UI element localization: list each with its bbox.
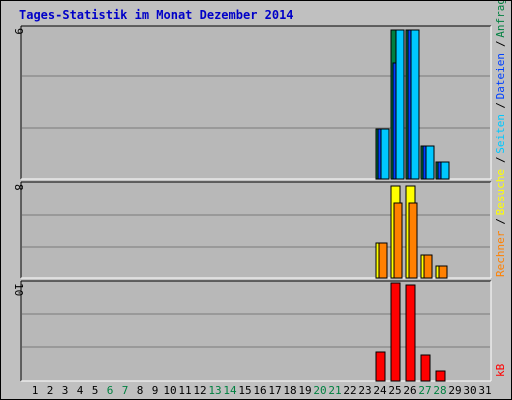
day-label-28: 28 (433, 384, 446, 397)
day-label-23: 23 (358, 384, 371, 397)
kbytes-panel: 10 (12, 280, 492, 382)
bar-seiten-day-27 (425, 145, 435, 180)
requests-panel: 9 (12, 25, 492, 180)
panel-max-label: 10 (12, 283, 25, 296)
day-label-21: 21 (328, 384, 341, 397)
day-label-12: 12 (193, 384, 206, 397)
bar-seiten-day-24 (380, 128, 390, 180)
legend-anfragen: Anfragen (494, 1, 507, 38)
legend-separator: / (494, 102, 507, 109)
bar-rechner-day-27 (423, 254, 433, 279)
legend-seiten: Seiten (494, 114, 507, 154)
day-label-31: 31 (478, 384, 491, 397)
legend-dateien: Dateien (494, 53, 507, 99)
day-label-26: 26 (403, 384, 416, 397)
day-label-11: 11 (178, 384, 191, 397)
bar-seiten-day-26 (410, 29, 420, 180)
day-label-8: 8 (137, 384, 144, 397)
bar-rechner-day-28 (438, 265, 448, 279)
bar-kb-day-24 (375, 351, 386, 382)
x-axis-labels: 1 2 3 4 5 6 7 8 9 10 11 12 13 14 15 16 17 18 19 20 21 22 23 24 2… (32, 384, 492, 397)
legend-separator: / (494, 40, 507, 47)
panel-max-label: 8 (12, 184, 25, 191)
legend-besuche: Besuche (494, 169, 507, 215)
bar-kb-day-26 (405, 284, 416, 382)
bar-rechner-day-26 (408, 202, 418, 279)
day-label-4: 4 (77, 384, 84, 397)
bar-kb-day-28 (435, 370, 446, 382)
day-label-3: 3 (62, 384, 69, 397)
panel-max-label: 9 (12, 28, 25, 35)
visits-panel: 8 (12, 181, 492, 279)
day-label-6: 6 (107, 384, 114, 397)
day-label-17: 17 (268, 384, 281, 397)
legend-separator: / (494, 156, 507, 163)
day-label-10: 10 (163, 384, 176, 397)
day-label-2: 2 (47, 384, 54, 397)
day-label-29: 29 (448, 384, 461, 397)
day-label-25: 25 (388, 384, 401, 397)
legend-rechner: Rechner (494, 230, 507, 277)
day-label-7: 7 (122, 384, 129, 397)
day-label-13: 13 (208, 384, 221, 397)
day-label-30: 30 (463, 384, 476, 397)
legend-kb: kB (494, 363, 507, 377)
bar-kb-day-25 (390, 282, 401, 382)
day-label-19: 19 (298, 384, 311, 397)
bar-kb-day-27 (420, 354, 431, 382)
day-label-1: 1 (32, 384, 39, 397)
bar-rechner-day-25 (393, 202, 403, 279)
day-label-16: 16 (253, 384, 266, 397)
day-label-18: 18 (283, 384, 296, 397)
day-label-24: 24 (373, 384, 387, 397)
chart-title: Tages-Statistik im Monat Dezember 2014 (19, 8, 294, 22)
day-label-14: 14 (223, 384, 237, 397)
day-label-9: 9 (152, 384, 159, 397)
day-label-27: 27 (418, 384, 431, 397)
legend: Rechner / Besuche / Seiten / Dateien / Anfragen k… (494, 1, 507, 377)
legend-separator: / (494, 218, 507, 225)
day-label-20: 20 (313, 384, 326, 397)
day-label-5: 5 (92, 384, 99, 397)
bar-seiten-day-28 (440, 161, 450, 180)
day-label-15: 15 (238, 384, 251, 397)
bar-seiten-day-25 (395, 29, 405, 180)
bar-rechner-day-24 (378, 242, 388, 279)
day-label-22: 22 (343, 384, 356, 397)
